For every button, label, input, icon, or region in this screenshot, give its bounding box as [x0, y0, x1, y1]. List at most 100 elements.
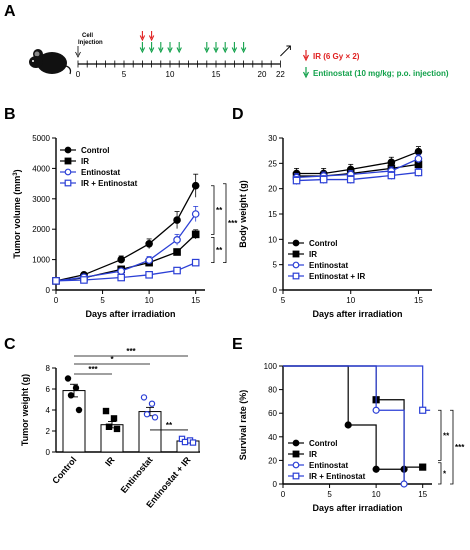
y-tick-label: 5 — [273, 261, 278, 270]
y-tick-label: 2 — [46, 427, 51, 436]
y-tick-label: 10 — [268, 235, 277, 244]
y-tick-label: 0 — [46, 286, 51, 295]
data-point — [145, 256, 153, 265]
data-point — [105, 423, 113, 431]
legend-label-control: Control — [81, 146, 109, 155]
significance-bracket-2-label: *** — [228, 219, 238, 228]
y-tick-label: 15 — [268, 210, 277, 219]
x-tick-label: 15 — [418, 490, 427, 499]
legend-label-ir-entinostat: IR + Entinostat — [309, 472, 366, 481]
legend-label-entinostat-ir: Entinostat + IR — [309, 272, 365, 281]
data-point — [110, 415, 118, 422]
x-tick-label: 10 — [372, 490, 381, 499]
panel-a: A Cell Injection 0 5 10 15 20 22 IR (6 Gy × 2… — [4, 3, 449, 79]
timeline: 0 5 10 15 20 22 — [76, 31, 291, 79]
injection-arrow-icon — [75, 51, 81, 58]
timeline-tick-label: 20 — [258, 70, 267, 79]
significance-label: ** — [166, 421, 173, 430]
x-tick-label: 15 — [414, 296, 423, 305]
x-tick-label: 15 — [191, 296, 200, 305]
data-point — [191, 181, 200, 190]
significance-bracket-3-label: ** — [216, 246, 223, 255]
data-point — [372, 465, 380, 473]
data-point — [191, 258, 200, 267]
y-tick-label: 8 — [46, 364, 51, 373]
category-label-entinostat: Entinostat — [119, 455, 155, 495]
x-tick-label: 0 — [281, 490, 286, 499]
y-tick-label: 100 — [264, 362, 278, 371]
data-point — [52, 277, 60, 285]
data-point — [64, 375, 72, 382]
x-tick-label: 5 — [100, 296, 105, 305]
data-point — [117, 273, 125, 282]
data-point — [372, 406, 380, 414]
series-ir-entinostat — [52, 258, 200, 285]
data-point — [117, 267, 125, 275]
legend-ir-label: IR (6 Gy × 2) — [313, 52, 360, 61]
significance-bracket-3 — [211, 236, 215, 264]
data-point — [181, 438, 189, 446]
data-point — [191, 210, 200, 218]
data-point — [419, 463, 427, 471]
legend-label-ir: IR — [81, 157, 89, 166]
survival-line — [283, 365, 431, 411]
y-tick-label: 40 — [268, 433, 277, 442]
category-label-ir: IR — [103, 454, 117, 468]
data-point — [151, 414, 159, 421]
x-tick-label: 0 — [54, 296, 59, 305]
y-tick-label: 5000 — [32, 134, 50, 143]
legend: Control IR Entinostat Entinostat + IR — [288, 239, 365, 281]
legend-label-entinostat: Entinostat — [81, 168, 120, 177]
y-axis-label: Tumor volume (mm3) — [12, 169, 22, 258]
data-point — [414, 154, 423, 163]
y-tick-label: 60 — [268, 409, 277, 418]
data-point — [189, 439, 197, 446]
panel-letter-b: B — [4, 106, 16, 123]
data-point — [346, 175, 355, 184]
legend: Control IR Entinostat IR + Entinostat — [60, 146, 138, 188]
y-axis-label: Body weight (g) — [238, 180, 248, 248]
y-tick-label: 0 — [273, 480, 278, 489]
y-axis-label-end: ) — [12, 169, 22, 172]
significance-bracket-1 — [438, 462, 442, 485]
significance-bracket-1 — [211, 185, 215, 235]
y-tick-label: 3000 — [32, 195, 50, 204]
legend-label-ir-entinostat: IR + Entinostat — [81, 179, 138, 188]
series-entinostat-ir — [292, 167, 423, 185]
data-point — [80, 276, 88, 284]
data-point — [419, 406, 427, 414]
significance-bracket-3 — [450, 409, 454, 485]
legend-ir: IR (6 Gy × 2) — [302, 50, 360, 62]
x-tick-label: 5 — [281, 296, 286, 305]
legend-label-ir: IR — [309, 250, 317, 259]
legend-marker — [64, 157, 72, 165]
legend-marker — [292, 250, 300, 258]
data-point — [173, 216, 181, 224]
data-point — [113, 425, 121, 433]
survival-line — [283, 365, 423, 468]
data-point — [387, 171, 396, 180]
y-tick-label: 0 — [46, 448, 51, 457]
timeline-tick-label: 22 — [276, 70, 285, 79]
panel-c-tumor-weight-chart: 0 2 4 6 8 Tumor weight (g) Control IR Entinostat… — [20, 347, 200, 510]
data-point — [414, 147, 423, 156]
red-arrow-icon — [148, 35, 155, 42]
green-arrow-icon — [148, 47, 155, 54]
panel-letter-c: C — [4, 336, 16, 353]
bar-group-entinostat-ir — [176, 435, 200, 453]
x-tick-label: 10 — [145, 296, 154, 305]
green-arrow-icon — [213, 47, 219, 54]
timeline-tick-label: 5 — [122, 70, 127, 79]
category-label-control: Control — [50, 455, 78, 486]
x-axis-label: Days after irradiation — [85, 309, 175, 319]
legend-marker — [292, 272, 300, 280]
data-point — [292, 176, 301, 185]
bar-group-entinostat — [138, 394, 162, 453]
data-point — [117, 255, 125, 264]
data-point — [173, 248, 181, 256]
timeline-tick-label: 10 — [166, 70, 175, 79]
legend-marker — [292, 261, 300, 269]
y-tick-label: 30 — [268, 134, 277, 143]
